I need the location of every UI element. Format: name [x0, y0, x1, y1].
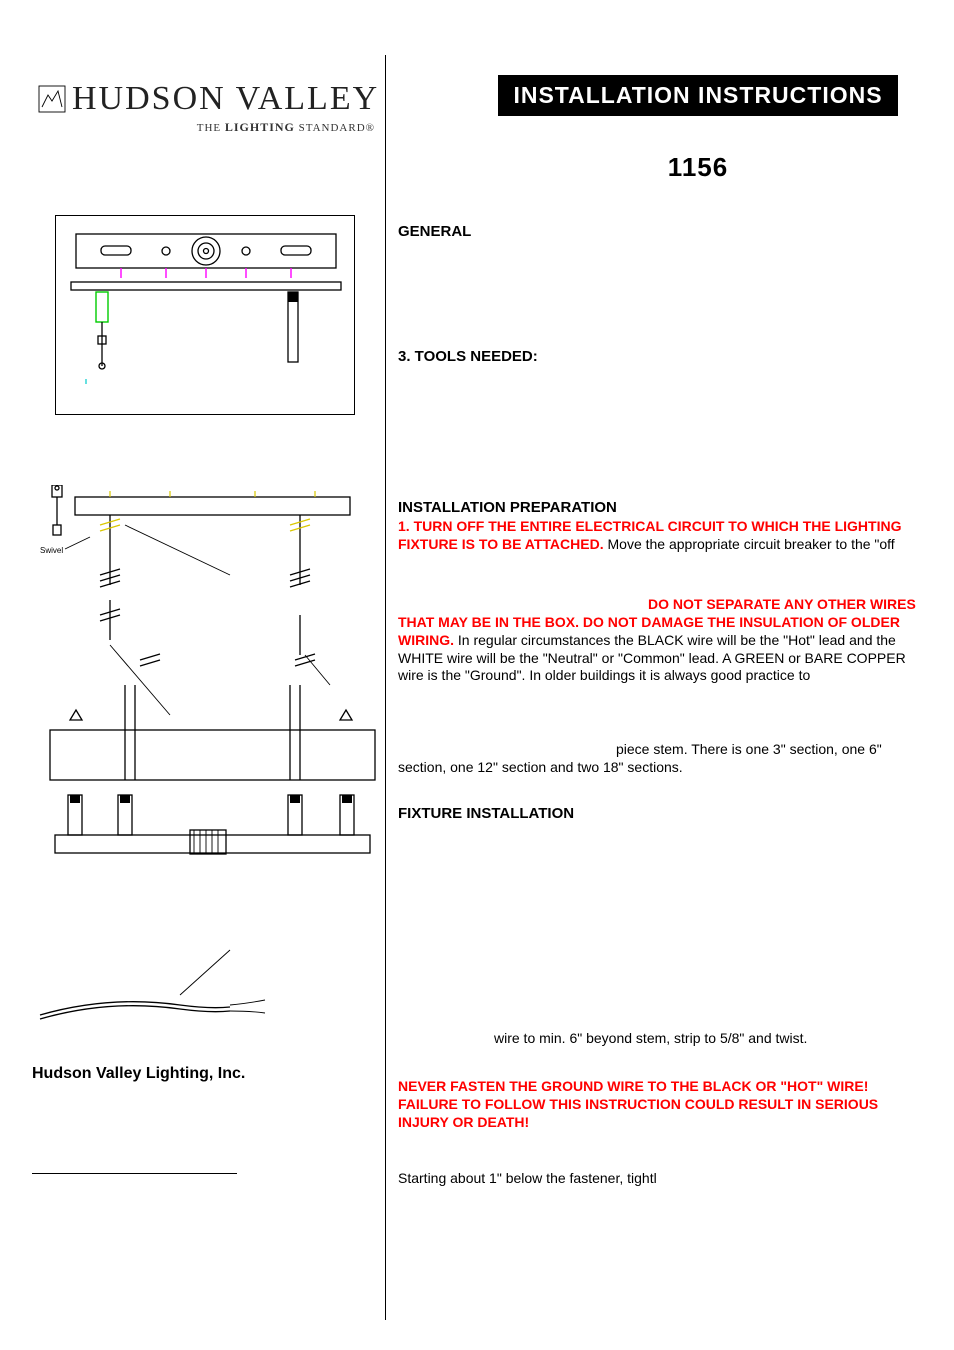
stem-line-1: piece stem. There is one 3" section, one…: [616, 741, 882, 757]
starting-line: Starting about 1" below the fastener, ti…: [398, 1170, 924, 1188]
swivel-label-svg: Swivel: [40, 546, 63, 555]
stem-paragraph: piece stem. There is one 3" section, one…: [398, 741, 924, 777]
prep-text-1: Move the appropriate circuit breaker to …: [604, 536, 895, 552]
section-fixture-heading: FIXTURE INSTALLATION: [398, 805, 924, 822]
figure-fixture-assembly: Swivel: [40, 485, 385, 905]
prep-paragraph-2: DO NOT SEPARATE ANY OTHER WIRES THAT MAY…: [398, 596, 924, 686]
wire-text: wire to min. 6" beyond stem, strip to 5/…: [494, 1030, 807, 1046]
ground-wire-warning: NEVER FASTEN THE GROUND WIRE TO THE BLAC…: [398, 1078, 924, 1132]
figure-mounting-bracket: [55, 215, 355, 415]
stem-line-2: section, one 12" section and two 18" sec…: [398, 759, 683, 775]
left-column: HUDSON VALLEY THE LIGHTING STANDARD®: [30, 55, 385, 1320]
company-name: Hudson Valley Lighting, Inc.: [32, 1065, 385, 1083]
section-tools-heading: 3. TOOLS NEEDED:: [398, 348, 924, 365]
figure-wire-twist: [30, 945, 290, 1035]
brand-text: HUDSON VALLEY: [72, 80, 379, 118]
prep-text-2: In regular circumstances the BLACK wire …: [454, 632, 849, 648]
model-number: 1156: [498, 152, 898, 183]
wire-line: wire to min. 6" beyond stem, strip to 5/…: [398, 1030, 924, 1048]
brand-tagline: THE LIGHTING STANDARD®: [38, 120, 375, 135]
right-column: INSTALLATION INSTRUCTIONS 1156 GENERAL 3…: [385, 55, 924, 1320]
section-prep-heading: INSTALLATION PREPARATION: [398, 499, 924, 516]
prep-paragraph-1: 1. TURN OFF THE ENTIRE ELECTRICAL CIRCUI…: [398, 518, 924, 554]
hudson-mark-icon: [38, 85, 66, 113]
page-title-bar: INSTALLATION INSTRUCTIONS: [498, 75, 898, 116]
brand-logo: HUDSON VALLEY THE LIGHTING STANDARD®: [38, 80, 385, 135]
footer-rule: [32, 1173, 237, 1174]
section-general-heading: GENERAL: [398, 223, 924, 240]
brand-name: HUDSON VALLEY: [38, 80, 385, 118]
